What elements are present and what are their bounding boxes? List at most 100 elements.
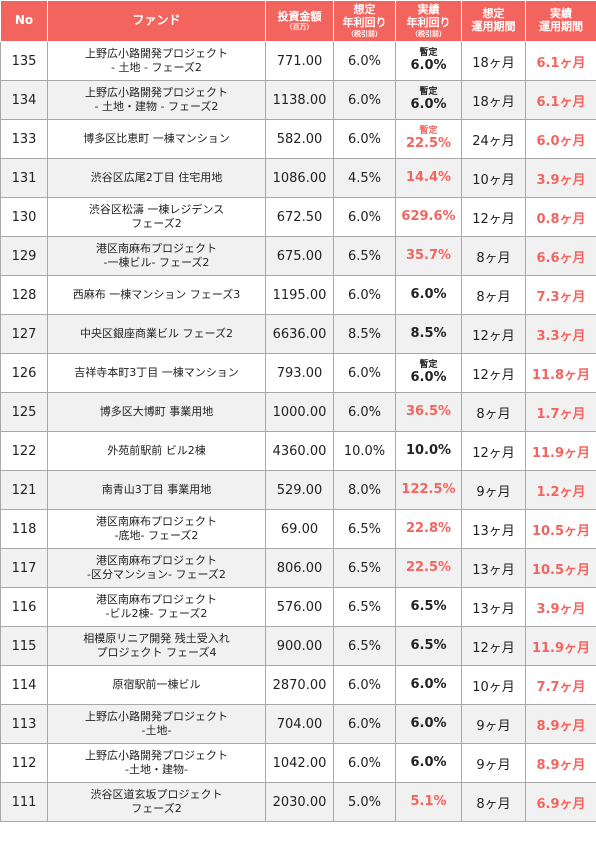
cell-no: 122 [0, 431, 48, 471]
cell-fund-name: 上野広小路開発プロジェクト -土地・建物- [47, 743, 266, 783]
cell-amount: 576.00 [265, 587, 334, 627]
table-row: 115 相模原リニア開発 残土受入れ プロジェクト フェーズ4 900.00 6.5%… [0, 626, 596, 666]
cell-fund-name: 港区南麻布プロジェクト -底地- フェーズ2 [47, 509, 266, 549]
cell-amount: 806.00 [265, 548, 334, 588]
cell-actual-yield: 6.5% [395, 587, 462, 627]
cell-no: 131 [0, 158, 48, 198]
cell-expected-yield: 8.0% [333, 470, 396, 510]
cell-expected-period: 10ヶ月 [461, 158, 526, 198]
header-actual-yield: 実績 年利回り （税引前） [395, 0, 462, 42]
actual-yield-value: 5.1% [410, 793, 447, 809]
cell-amount: 2870.00 [265, 665, 334, 705]
cell-actual-yield: 6.0% [395, 743, 462, 783]
cell-actual-yield: 629.6% [395, 197, 462, 237]
cell-no: 112 [0, 743, 48, 783]
cell-no: 113 [0, 704, 48, 744]
cell-actual-period: 3.9ヶ月 [525, 158, 596, 198]
cell-amount: 529.00 [265, 470, 334, 510]
actual-yield-value: 629.6% [401, 208, 456, 224]
cell-fund-name: 港区南麻布プロジェクト -ビル2棟- フェーズ2 [47, 587, 266, 627]
cell-actual-yield: 8.5% [395, 314, 462, 354]
header-expected-period-label: 想定 運用期間 [471, 7, 516, 33]
cell-amount: 582.00 [265, 119, 334, 159]
cell-actual-yield: 10.0% [395, 431, 462, 471]
header-no: No [0, 0, 48, 42]
cell-actual-yield: 6.5% [395, 626, 462, 666]
cell-actual-yield: 5.1% [395, 782, 462, 822]
table-row: 125 博多区大博町 事業用地 1000.00 6.0% 36.5% 8ヶ月 1.7ヶ月 [0, 392, 596, 432]
actual-yield-value: 6.0% [410, 369, 447, 385]
actual-yield-value: 14.4% [405, 169, 452, 185]
cell-amount: 4360.00 [265, 431, 334, 471]
table-row: 117 港区南麻布プロジェクト -区分マンション- フェーズ2 806.00 6.5%… [0, 548, 596, 588]
cell-amount: 675.00 [265, 236, 334, 276]
cell-expected-yield: 6.0% [333, 743, 396, 783]
actual-yield-value: 6.5% [410, 637, 447, 653]
cell-actual-yield: 6.0% [395, 665, 462, 705]
table-row: 113 上野広小路開発プロジェクト -土地- 704.00 6.0% 6.0% 9ヶ月 8.… [0, 704, 596, 744]
cell-fund-name: 渋谷区広尾2丁目 住宅用地 [47, 158, 266, 198]
cell-expected-period: 18ヶ月 [461, 80, 526, 120]
cell-expected-period: 9ヶ月 [461, 470, 526, 510]
actual-yield-value: 6.0% [410, 96, 447, 112]
cell-expected-yield: 6.0% [333, 275, 396, 315]
cell-expected-period: 9ヶ月 [461, 704, 526, 744]
cell-actual-period: 1.7ヶ月 [525, 392, 596, 432]
cell-amount: 771.00 [265, 41, 334, 81]
cell-actual-period: 1.2ヶ月 [525, 470, 596, 510]
table-row: 131 渋谷区広尾2丁目 住宅用地 1086.00 4.5% 14.4% 10ヶ月 3.9ヶ… [0, 158, 596, 198]
cell-amount: 1195.00 [265, 275, 334, 315]
cell-no: 135 [0, 41, 48, 81]
cell-expected-period: 12ヶ月 [461, 626, 526, 666]
cell-expected-period: 12ヶ月 [461, 197, 526, 237]
table-row: 128 西麻布 一棟マンション フェーズ3 1195.00 6.0% 6.0% 8ヶ月 7.… [0, 275, 596, 315]
actual-yield-value: 6.0% [410, 715, 447, 731]
cell-expected-period: 8ヶ月 [461, 275, 526, 315]
cell-actual-period: 10.5ヶ月 [525, 509, 596, 549]
cell-actual-yield: 暫定 6.0% [395, 41, 462, 81]
header-actual-period: 実績 運用期間 [525, 0, 596, 42]
cell-expected-yield: 8.5% [333, 314, 396, 354]
cell-amount: 69.00 [265, 509, 334, 549]
table-row: 129 港区南麻布プロジェクト -一棟ビル- フェーズ2 675.00 6.5% 35.… [0, 236, 596, 276]
cell-fund-name: 西麻布 一棟マンション フェーズ3 [47, 275, 266, 315]
cell-expected-yield: 4.5% [333, 158, 396, 198]
cell-no: 130 [0, 197, 48, 237]
header-amount-label: 投資金額 [277, 9, 322, 23]
actual-yield-value: 6.0% [410, 57, 447, 73]
cell-expected-yield: 6.0% [333, 392, 396, 432]
cell-actual-period: 10.5ヶ月 [525, 548, 596, 588]
actual-yield-value: 122.5% [401, 481, 456, 497]
actual-yield-value: 8.5% [410, 325, 447, 341]
cell-amount: 1042.00 [265, 743, 334, 783]
cell-actual-period: 11.9ヶ月 [525, 431, 596, 471]
cell-expected-period: 24ヶ月 [461, 119, 526, 159]
cell-amount: 1086.00 [265, 158, 334, 198]
actual-yield-value: 22.5% [405, 135, 452, 151]
header-amount-unit: （百万） [285, 23, 314, 32]
cell-expected-yield: 6.5% [333, 509, 396, 549]
header-expected-yield: 想定 年利回り （税引前） [333, 0, 396, 42]
table-row: 134 上野広小路開発プロジェクト - 土地・建物 - フェーズ2 1138.00 6… [0, 80, 596, 120]
table-row: 112 上野広小路開発プロジェクト -土地・建物- 1042.00 6.0% 6.0% 9… [0, 743, 596, 783]
cell-no: 111 [0, 782, 48, 822]
cell-actual-period: 6.1ヶ月 [525, 80, 596, 120]
cell-expected-period: 8ヶ月 [461, 236, 526, 276]
header-actual-yield-label: 実績 年利回り [406, 3, 451, 29]
cell-expected-yield: 6.0% [333, 41, 396, 81]
cell-actual-yield: 6.0% [395, 275, 462, 315]
cell-expected-yield: 6.0% [333, 704, 396, 744]
cell-expected-period: 12ヶ月 [461, 314, 526, 354]
cell-expected-period: 9ヶ月 [461, 743, 526, 783]
cell-fund-name: 上野広小路開発プロジェクト - 土地・建物 - フェーズ2 [47, 80, 266, 120]
tentative-label: 暫定 [419, 359, 438, 370]
cell-actual-yield: 36.5% [395, 392, 462, 432]
cell-expected-yield: 6.0% [333, 353, 396, 393]
cell-no: 114 [0, 665, 48, 705]
cell-actual-period: 6.1ヶ月 [525, 41, 596, 81]
cell-no: 129 [0, 236, 48, 276]
cell-amount: 1138.00 [265, 80, 334, 120]
cell-actual-yield: 14.4% [395, 158, 462, 198]
cell-no: 134 [0, 80, 48, 120]
header-amount: 投資金額 （百万） [265, 0, 334, 42]
